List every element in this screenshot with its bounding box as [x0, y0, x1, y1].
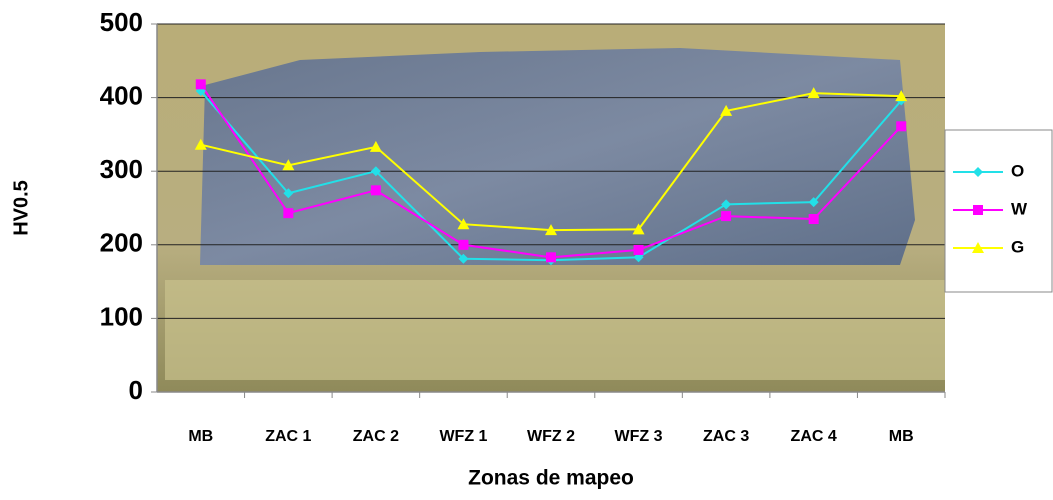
legend-label: W: [1011, 199, 1028, 218]
x-tick-label: ZAC 2: [353, 428, 399, 445]
y-tick-label: 500: [100, 7, 143, 37]
x-tick-label: WFZ 3: [615, 428, 663, 445]
legend-label: G: [1011, 237, 1024, 256]
y-axis-label: HV0.5: [10, 180, 32, 236]
x-tick-label: WFZ 1: [439, 428, 487, 445]
y-tick-label: 100: [100, 301, 143, 331]
marker: [809, 214, 819, 224]
x-tick-label: ZAC 1: [265, 428, 311, 445]
marker: [634, 245, 644, 255]
y-tick-label: 200: [100, 228, 143, 258]
x-tick-label: ZAC 4: [791, 428, 837, 445]
legend-marker: [973, 205, 983, 215]
marker: [371, 185, 381, 195]
chart: HV0.5 Zonas de mapeo 0 100 200 300 400 500 MB Z…: [0, 0, 1053, 500]
y-tick-label: 0: [129, 375, 143, 405]
plot-background: [157, 24, 945, 398]
legend-label: O: [1011, 161, 1024, 180]
x-tick-label: WFZ 2: [527, 428, 575, 445]
marker: [721, 211, 731, 221]
x-axis-label: Zonas de mapeo: [468, 467, 634, 490]
marker: [283, 208, 293, 218]
marker: [458, 240, 468, 250]
marker: [896, 121, 906, 131]
x-tick-label: MB: [889, 428, 914, 445]
marker: [546, 252, 556, 262]
x-tick-label: ZAC 3: [703, 428, 749, 445]
y-tick-label: 400: [100, 80, 143, 110]
marker: [196, 79, 206, 89]
x-tick-label: MB: [188, 428, 213, 445]
y-tick-label: 300: [100, 154, 143, 184]
